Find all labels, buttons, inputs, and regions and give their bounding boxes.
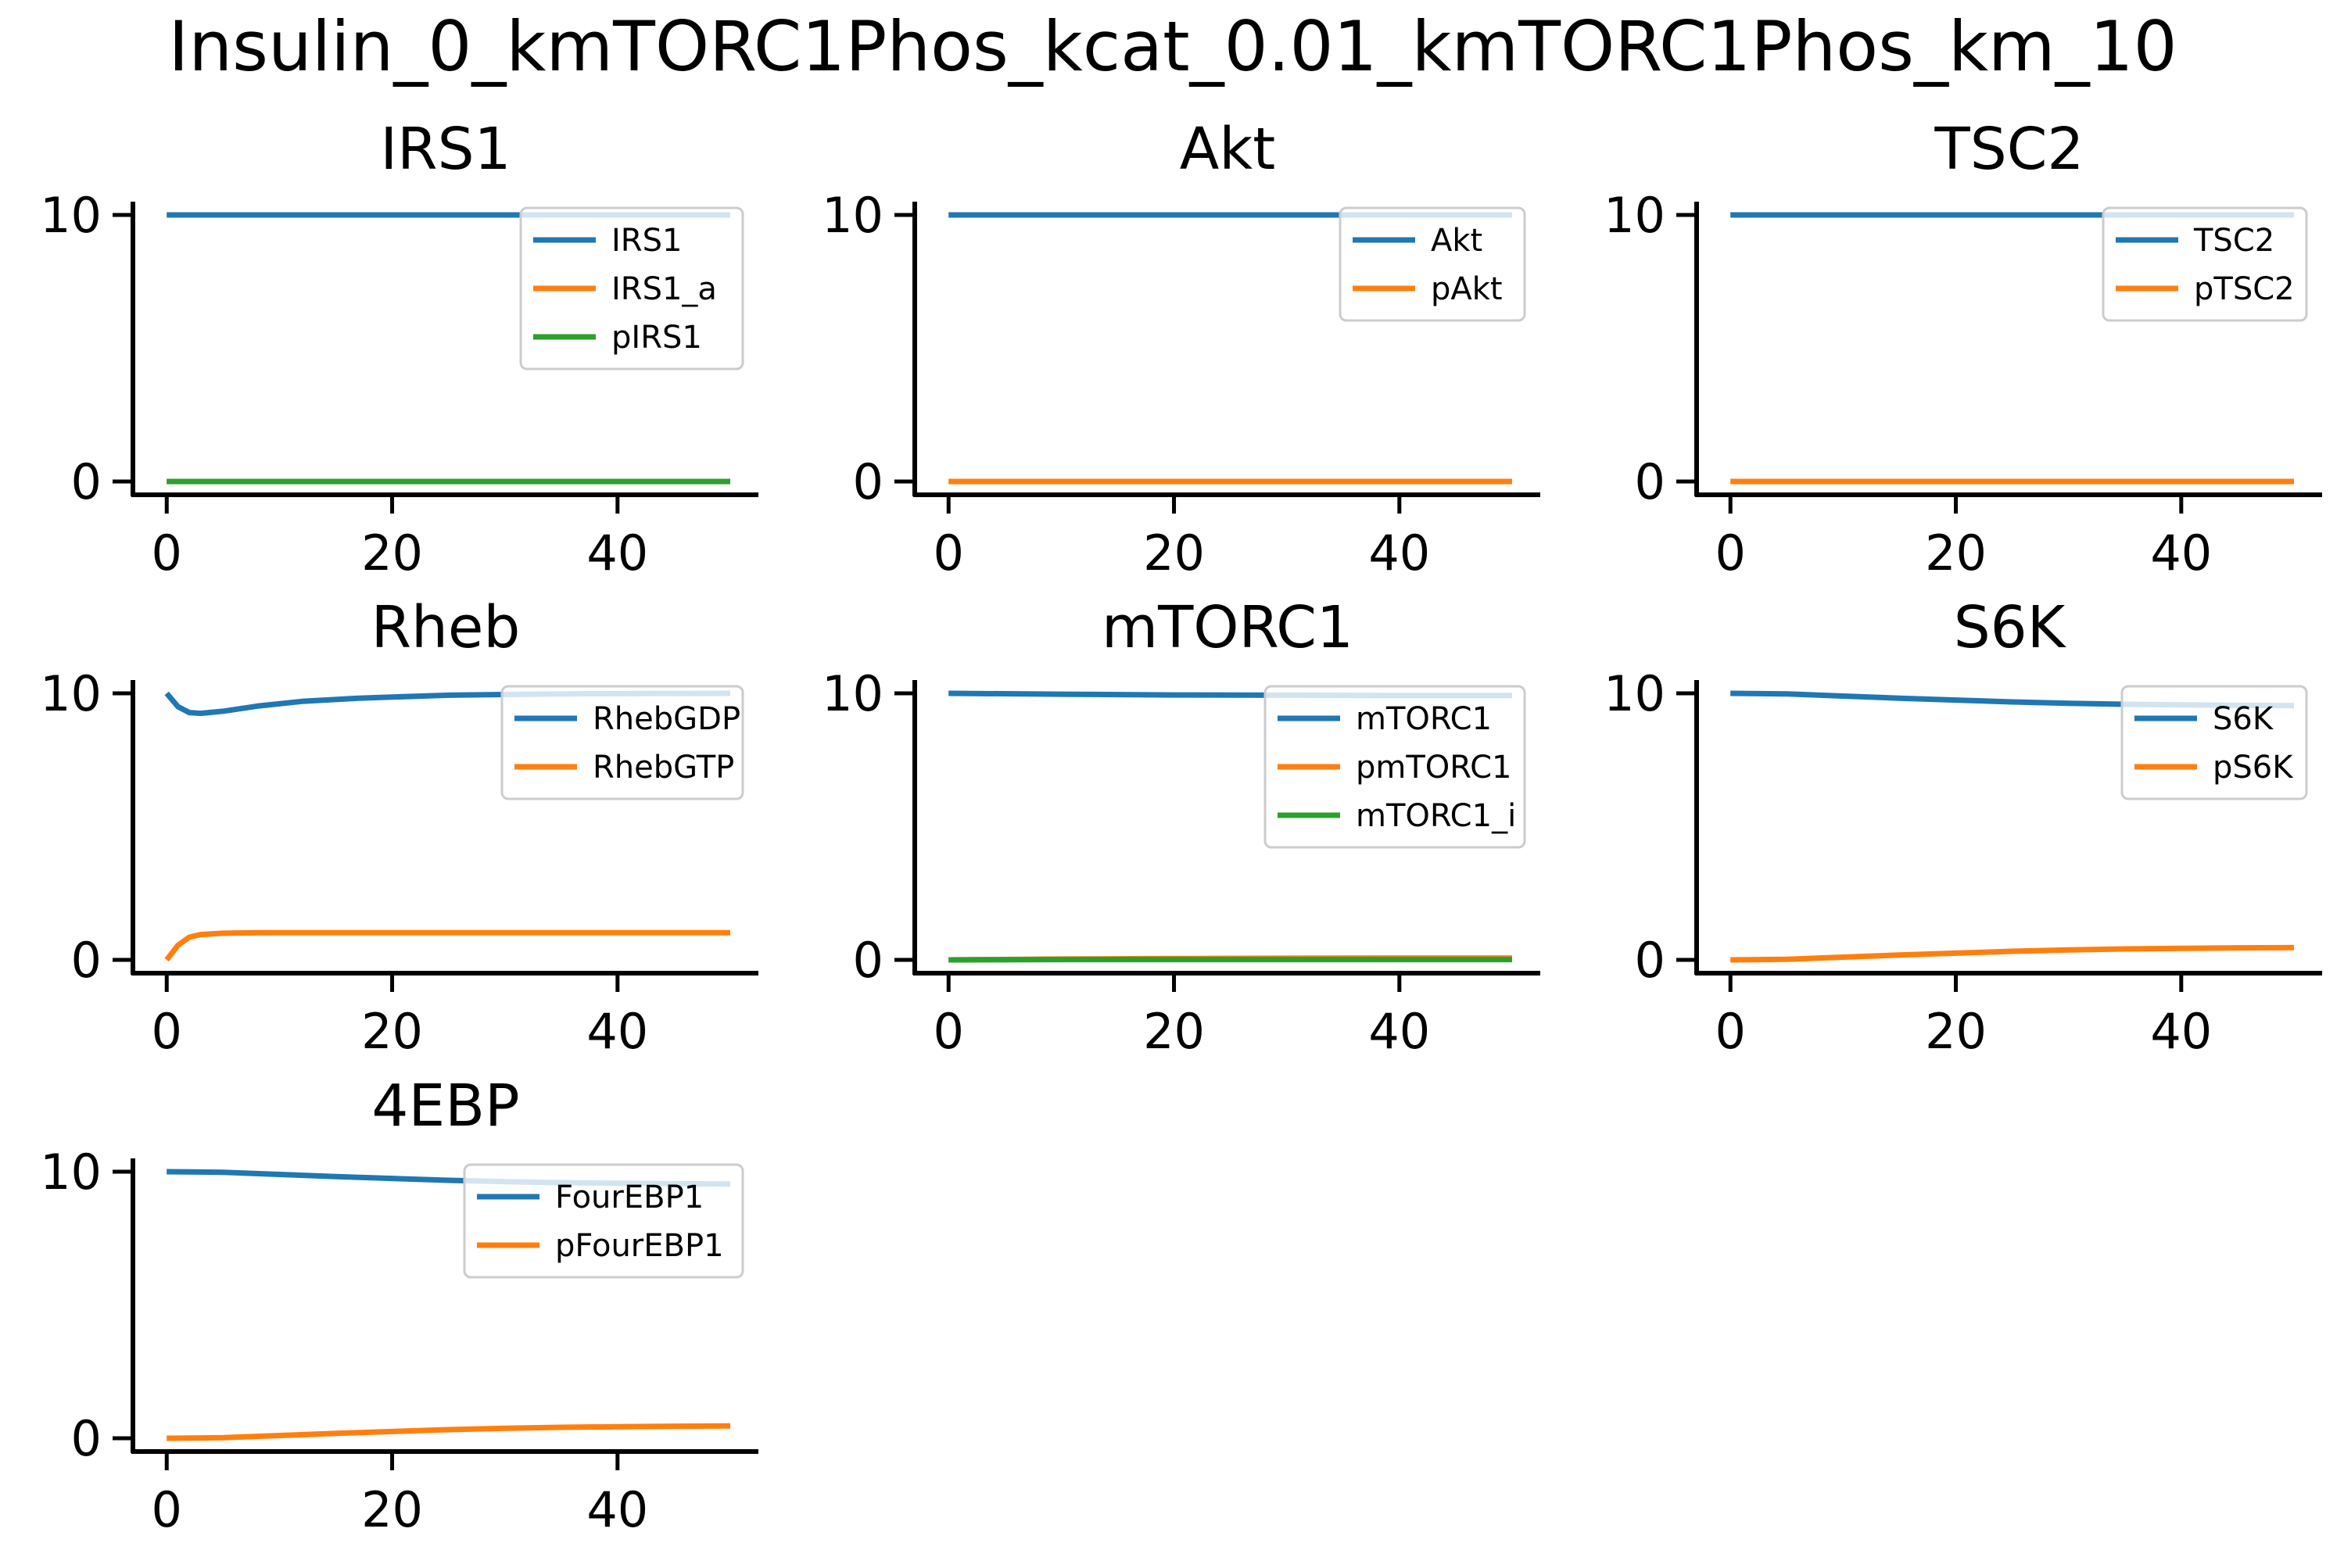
x-tick-label: 40 bbox=[586, 1481, 648, 1538]
legend-box bbox=[519, 206, 744, 371]
legend-label: pIRS1 bbox=[611, 320, 702, 356]
legend: TSC2 pTSC2 bbox=[2102, 206, 2308, 322]
legend-label: RhebGDP bbox=[593, 701, 740, 737]
x-tick-label: 40 bbox=[2150, 1003, 2212, 1060]
x-tick-label: 40 bbox=[1368, 524, 1430, 582]
subplot-title: TSC2 bbox=[1934, 116, 2084, 183]
legend-label: FourEBP1 bbox=[555, 1180, 704, 1215]
subplot-title: S6K bbox=[1954, 594, 2067, 661]
subplot-title: 4EBP bbox=[371, 1072, 519, 1140]
x-tick-label: 40 bbox=[1368, 1003, 1430, 1060]
legend: RhebGDP RhebGTP bbox=[500, 685, 744, 800]
legend-label: pFourEBP1 bbox=[555, 1228, 724, 1264]
x-tick-label: 20 bbox=[1925, 1003, 1987, 1060]
legend-box bbox=[463, 1163, 744, 1279]
legend: FourEBP1 pFourEBP1 bbox=[463, 1163, 744, 1279]
x-tick-label: 20 bbox=[1143, 1003, 1205, 1060]
y-tick-label: 0 bbox=[853, 932, 883, 989]
y-tick-label: 10 bbox=[40, 1144, 102, 1201]
y-tick-label: 0 bbox=[853, 453, 883, 510]
y-tick-label: 0 bbox=[71, 453, 102, 510]
x-tick-label: 0 bbox=[1715, 1003, 1746, 1060]
y-tick-label: 0 bbox=[1635, 453, 1665, 510]
subplot-title: IRS1 bbox=[380, 116, 511, 183]
series-line-rhebgdp bbox=[164, 690, 731, 717]
legend-label: mTORC1_i bbox=[1356, 798, 1516, 834]
y-tick-label: 10 bbox=[822, 665, 883, 722]
subplot-mtorc1: mTORC1 0 10 0 20 40 mTORC1 pmTORC1 mTORC1_i bbox=[822, 594, 1540, 1060]
legend-label: TSC2 bbox=[2193, 223, 2274, 259]
legend-label: IRS1 bbox=[611, 223, 682, 259]
legend-label: Akt bbox=[1431, 223, 1482, 259]
x-tick-label: 40 bbox=[586, 524, 648, 582]
legend-box bbox=[500, 685, 744, 800]
y-tick-label: 0 bbox=[1635, 932, 1665, 989]
y-tick-label: 10 bbox=[1604, 187, 1665, 244]
x-tick-label: 20 bbox=[361, 1003, 423, 1060]
series-line-ps6k bbox=[1730, 944, 2295, 963]
subplot-4ebp: 4EBP 0 10 0 20 40 FourEBP1 pFourEBP1 bbox=[40, 1072, 758, 1538]
y-tick-label: 0 bbox=[71, 1410, 102, 1467]
legend-box bbox=[2102, 206, 2308, 322]
subplot-tsc2: TSC2 0 10 0 20 40 TSC2 pTSC2 bbox=[1604, 116, 2322, 582]
x-tick-label: 40 bbox=[586, 1003, 648, 1060]
subplot-title: Akt bbox=[1180, 116, 1276, 183]
legend: Akt pAkt bbox=[1339, 206, 1526, 322]
legend-label: S6K bbox=[2213, 701, 2274, 737]
subplot-irs1: IRS1 0 10 0 20 40 IRS1 IRS1_a pIRS1 bbox=[40, 116, 758, 582]
x-tick-label: 20 bbox=[361, 1481, 423, 1538]
subplot-title: mTORC1 bbox=[1102, 594, 1353, 661]
x-tick-label: 0 bbox=[934, 1003, 964, 1060]
legend-label: RhebGTP bbox=[593, 750, 734, 786]
series-line-rhebgtp bbox=[164, 929, 730, 962]
y-tick-label: 0 bbox=[71, 932, 102, 989]
y-tick-label: 10 bbox=[40, 665, 102, 722]
subplot-akt: Akt 0 10 0 20 40 Akt pAkt bbox=[822, 116, 1540, 582]
x-tick-label: 0 bbox=[152, 524, 182, 582]
x-tick-label: 0 bbox=[934, 524, 964, 582]
x-tick-label: 0 bbox=[1715, 524, 1746, 582]
x-tick-label: 40 bbox=[2150, 524, 2212, 582]
legend-box bbox=[1263, 685, 1526, 849]
legend: S6K pS6K bbox=[2120, 685, 2308, 800]
legend-label: pmTORC1 bbox=[1356, 750, 1511, 786]
legend-label: mTORC1 bbox=[1356, 701, 1492, 737]
series-line-pfourebp1 bbox=[167, 1423, 731, 1441]
figure-title: Insulin_0_kmTORC1Phos_kcat_0.01_kmTORC1P… bbox=[168, 6, 2177, 87]
x-tick-label: 20 bbox=[361, 524, 423, 582]
legend: IRS1 IRS1_a pIRS1 bbox=[519, 206, 744, 371]
x-tick-label: 20 bbox=[1143, 524, 1205, 582]
x-tick-label: 20 bbox=[1925, 524, 1987, 582]
legend-label: pS6K bbox=[2213, 750, 2294, 786]
subplot-title: Rheb bbox=[371, 594, 521, 661]
y-tick-label: 10 bbox=[40, 187, 102, 244]
legend-box bbox=[2120, 685, 2308, 800]
subplot-rheb: Rheb 0 10 0 20 40 RhebGDP RhebGTP bbox=[40, 594, 758, 1060]
legend-label: pTSC2 bbox=[2194, 271, 2295, 307]
subplot-s6k: S6K 0 10 0 20 40 S6K pS6K bbox=[1604, 594, 2322, 1060]
y-tick-label: 10 bbox=[822, 187, 883, 244]
legend: mTORC1 pmTORC1 mTORC1_i bbox=[1263, 685, 1526, 849]
y-tick-label: 10 bbox=[1604, 665, 1665, 722]
legend-label: pAkt bbox=[1431, 271, 1503, 307]
x-tick-label: 0 bbox=[152, 1481, 182, 1538]
x-tick-label: 0 bbox=[152, 1003, 182, 1060]
legend-box bbox=[1339, 206, 1526, 322]
legend-label: IRS1_a bbox=[611, 271, 717, 307]
